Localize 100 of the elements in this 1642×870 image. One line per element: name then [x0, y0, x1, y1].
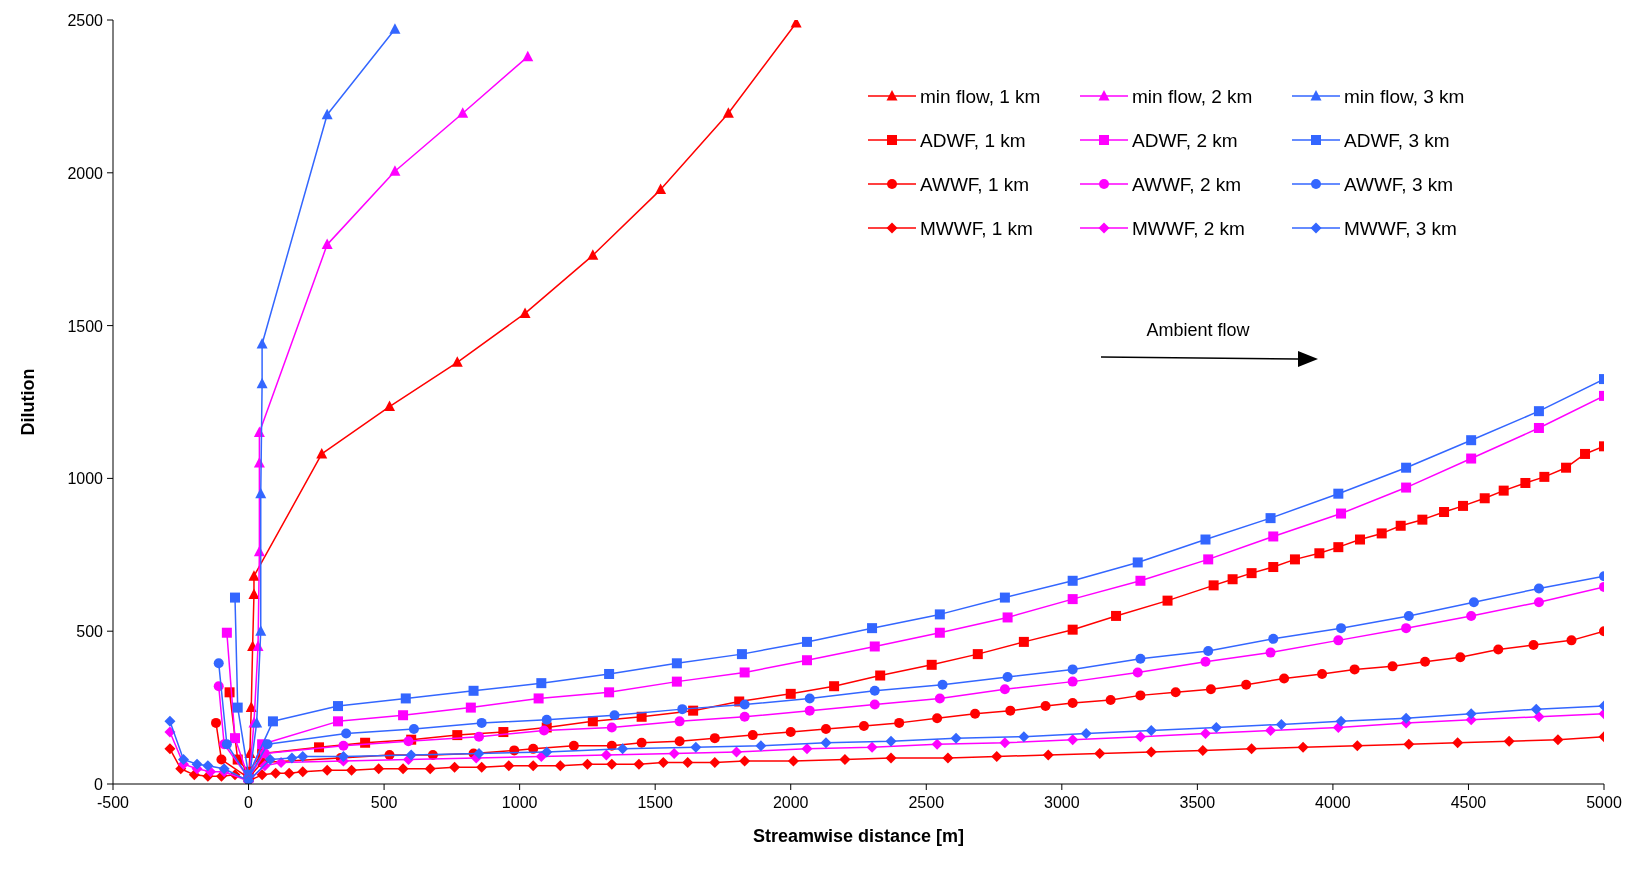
point: [164, 743, 176, 755]
point: [1314, 548, 1325, 559]
point: [934, 609, 945, 620]
point: [1401, 462, 1412, 473]
point: [1580, 448, 1591, 459]
point: [1351, 740, 1363, 752]
point: [820, 737, 832, 749]
point: [1042, 749, 1054, 761]
point: [1466, 610, 1477, 621]
point: [1452, 737, 1464, 749]
point: [1275, 718, 1287, 730]
legend-label: AWWF, 1 km: [920, 174, 1030, 195]
point: [1498, 485, 1509, 496]
point: [1265, 513, 1276, 524]
point: [297, 766, 309, 778]
point: [262, 739, 273, 750]
point: [1503, 735, 1515, 747]
point: [255, 487, 267, 499]
point: [1268, 531, 1279, 542]
point: [1335, 715, 1347, 727]
point: [1317, 668, 1328, 679]
point: [1333, 635, 1344, 646]
point: [736, 649, 747, 660]
point: [867, 623, 878, 634]
point: [256, 337, 268, 349]
point: [164, 715, 176, 727]
point: [1170, 687, 1181, 698]
point: [408, 723, 419, 734]
x-tick-label: 5000: [1586, 794, 1622, 811]
point: [1401, 482, 1412, 493]
point: [1208, 580, 1219, 591]
point: [341, 728, 352, 739]
legend-label: ADWF, 2 km: [1132, 130, 1238, 151]
point: [875, 670, 886, 681]
point: [970, 708, 981, 719]
point: [1067, 676, 1078, 687]
point: [519, 307, 531, 318]
point: [999, 737, 1011, 749]
point: [346, 764, 358, 776]
point: [869, 641, 880, 652]
point: [1400, 712, 1412, 724]
point: [1200, 534, 1211, 545]
point: [1336, 623, 1347, 634]
x-tick-label: -500: [96, 794, 130, 811]
point: [885, 735, 897, 747]
point: [1403, 610, 1414, 621]
point: [1493, 644, 1504, 655]
point: [1466, 435, 1477, 446]
point: [1376, 528, 1387, 539]
point: [1465, 708, 1477, 720]
point: [1468, 597, 1479, 608]
y-axis-title: Dilution: [18, 368, 38, 436]
point: [839, 754, 851, 766]
point: [866, 741, 878, 753]
legend-label: min flow, 3 km: [1344, 86, 1465, 107]
point: [655, 183, 667, 195]
point: [1528, 639, 1539, 650]
legend-label: AWWF, 2 km: [1132, 174, 1242, 195]
y-tick-label: 2500: [67, 12, 104, 29]
point: [1439, 507, 1450, 518]
point: [894, 717, 905, 728]
point: [869, 685, 880, 696]
point: [722, 107, 734, 118]
point: [604, 668, 615, 679]
point: [1246, 743, 1258, 755]
point: [177, 754, 189, 766]
point: [316, 447, 328, 459]
point: [636, 737, 647, 748]
point: [657, 757, 669, 769]
point: [926, 659, 937, 670]
point: [541, 714, 552, 725]
point: [1018, 636, 1029, 647]
point: [801, 655, 812, 666]
point: [297, 751, 309, 762]
point: [671, 676, 682, 687]
point: [1080, 728, 1092, 740]
point: [1067, 664, 1078, 675]
point: [1349, 664, 1360, 675]
point: [229, 733, 240, 744]
point: [801, 636, 812, 647]
y-tick-label: 1500: [67, 317, 104, 335]
point: [389, 23, 401, 34]
point: [942, 752, 954, 764]
point: [1067, 624, 1078, 635]
point: [1111, 610, 1122, 621]
point: [1355, 534, 1366, 545]
x-tick-label: 4000: [1315, 794, 1351, 811]
point: [739, 755, 751, 767]
point: [820, 723, 831, 734]
point: [1466, 453, 1477, 464]
x-axis-title: Streamwise distance [m]: [752, 826, 965, 846]
point: [264, 754, 276, 766]
point: [256, 769, 268, 781]
point: [1067, 698, 1078, 709]
point: [747, 730, 758, 741]
point: [972, 649, 983, 660]
x-tick-label: 4500: [1450, 794, 1487, 811]
point: [1002, 672, 1013, 683]
point: [999, 592, 1010, 603]
legend-label: MWWF, 1 km: [920, 218, 1033, 239]
